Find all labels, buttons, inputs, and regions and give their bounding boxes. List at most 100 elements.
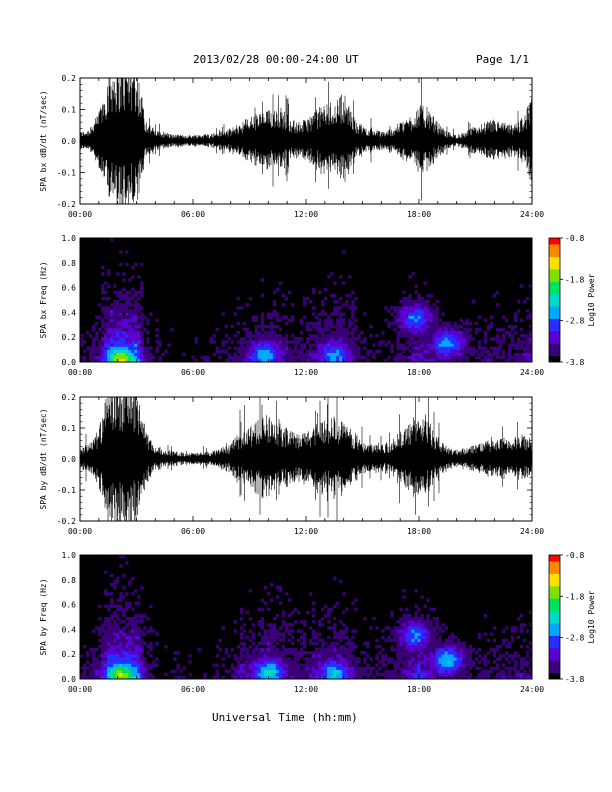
spectrogram-cell — [447, 349, 451, 353]
spectrogram-cell — [447, 660, 451, 664]
spectrogram-cell — [248, 657, 253, 661]
spectrogram-cell — [134, 613, 138, 618]
spectrogram-cell — [333, 644, 337, 649]
spectrogram-cell — [131, 626, 135, 630]
spectrogram-cell — [522, 349, 527, 353]
spectrogram-cell — [369, 334, 373, 338]
spectrogram-cell — [351, 349, 355, 353]
spectrogram-cell — [140, 586, 144, 590]
spectrogram-cell — [450, 355, 454, 360]
spectrogram-cell — [110, 324, 114, 329]
colorbar-tick-label: -0.8 — [565, 551, 584, 560]
spectrogram-cell — [330, 663, 334, 667]
spectrogram-cell — [312, 669, 316, 674]
spectrogram-cell — [492, 352, 497, 357]
spectrogram-cell — [188, 660, 192, 664]
spectrogram-cell — [263, 352, 268, 357]
spectrogram-cell — [489, 324, 494, 329]
spectrogram-cell — [357, 657, 361, 661]
colorbar-cell — [549, 347, 560, 350]
spectrogram-cell — [345, 654, 349, 658]
spectrogram-cell — [453, 660, 457, 664]
spectrogram-cell — [381, 660, 385, 664]
spectrogram-cell — [251, 349, 256, 353]
spectrogram-cell — [116, 648, 120, 652]
spectrogram-cell — [402, 635, 406, 639]
spectrogram-cell — [351, 358, 355, 363]
colorbar-cell — [549, 571, 560, 574]
spectrogram-cell — [281, 346, 286, 350]
spectrogram-cell — [324, 327, 328, 332]
spectrogram-cell — [104, 352, 108, 357]
spectrogram-cell — [489, 358, 494, 363]
spectrogram-cell — [203, 358, 207, 363]
spectrogram-cell — [83, 669, 87, 674]
spectrogram-cell — [98, 638, 102, 643]
spectrogram-cell — [101, 296, 105, 301]
spectrogram-cell — [254, 660, 259, 664]
spectrogram-cell — [281, 669, 286, 674]
spectrogram-cell — [438, 343, 442, 347]
spectrogram-cell — [290, 358, 295, 363]
spectrogram-cell — [239, 346, 244, 350]
spectrogram-cell — [435, 617, 439, 621]
spectrogram-cell — [450, 324, 454, 329]
spectrogram-cell — [429, 641, 433, 646]
spectrogram-cell — [348, 358, 352, 363]
spectrogram-cell — [402, 663, 406, 667]
spectrogram-cell — [287, 666, 292, 670]
spectrogram-cell — [119, 355, 123, 360]
spectrogram-cell — [405, 300, 409, 304]
spectrogram-cell — [444, 648, 448, 652]
spectrogram-cell — [441, 340, 445, 344]
spectrogram-cell — [426, 309, 430, 313]
spectrogram-cell — [441, 343, 445, 347]
spectrogram-cell — [393, 315, 397, 319]
spectrogram-cell — [131, 331, 135, 335]
spectrogram-cell — [441, 337, 445, 341]
spectrogram-cell — [333, 337, 337, 341]
spectrogram-cell — [393, 327, 397, 332]
spectrogram-cell — [339, 349, 343, 353]
spectrogram-cell — [281, 638, 286, 643]
spectrogram-cell — [116, 355, 120, 360]
spectrogram-cell — [266, 607, 271, 612]
spectrogram-cell — [266, 663, 271, 667]
spectrogram-cell — [408, 632, 412, 636]
colorbar-cell — [549, 289, 560, 293]
spectrogram-cell — [375, 638, 379, 643]
spectrogram-cell — [101, 324, 105, 329]
spectrogram-cell — [465, 651, 470, 655]
spectrogram-cell — [414, 657, 418, 661]
spectrogram-cell — [278, 343, 283, 347]
spectrogram-cell — [435, 349, 439, 353]
spectrogram-cell — [140, 337, 144, 341]
spectrogram-cell — [336, 663, 340, 667]
spectrogram-cell — [107, 641, 111, 646]
spectrogram-cell — [321, 669, 325, 674]
spectrogram-cell — [107, 327, 111, 332]
spectrogram-cell — [438, 666, 442, 670]
spectrogram-cell — [110, 672, 114, 677]
spectrogram-cell — [423, 666, 427, 670]
spectrogram-cell — [327, 346, 331, 350]
spectrogram-cell — [287, 663, 292, 667]
spectrogram-cell — [477, 340, 482, 344]
y-tick-label: 0.2 — [62, 74, 77, 83]
spectrogram-cell — [477, 327, 482, 332]
spectrogram-cell — [456, 660, 460, 664]
spectrogram-cell — [351, 309, 355, 313]
spectrogram-cell — [248, 617, 253, 621]
spectrogram-cell — [266, 346, 271, 350]
colorbar-cell — [549, 264, 560, 268]
spectrogram-cell — [327, 340, 331, 344]
spectrogram-cell — [336, 648, 340, 652]
spectrogram-cell — [321, 607, 325, 612]
y-tick-label: 0.0 — [62, 455, 77, 464]
spectrogram-cell — [236, 358, 240, 363]
spectrogram-cell — [414, 610, 418, 615]
spectrogram-cell — [444, 675, 448, 680]
spectrogram-cell — [254, 355, 259, 360]
spectrogram-cell — [423, 300, 427, 304]
spectrogram-cell — [315, 669, 319, 674]
